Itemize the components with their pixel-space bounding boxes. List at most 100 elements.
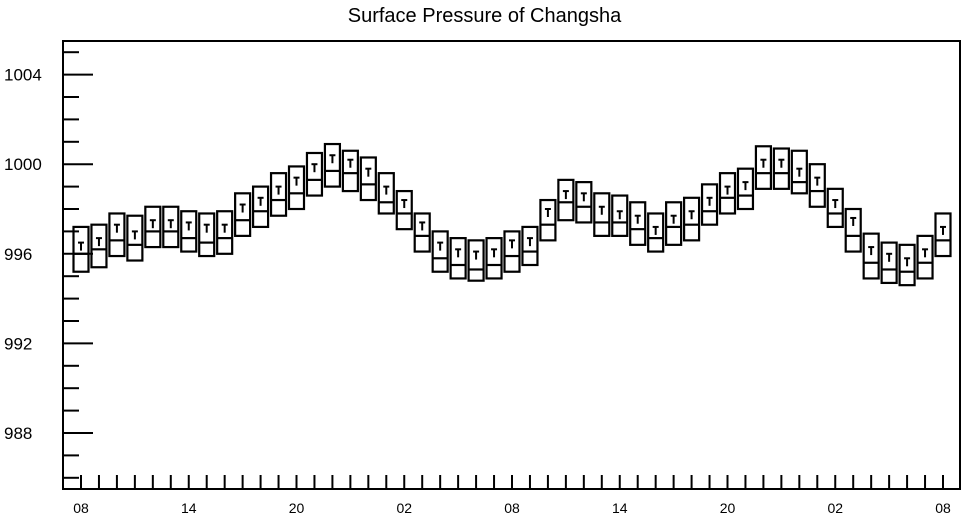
x-tick-label: 14	[612, 500, 628, 516]
box-rect	[521, 225, 539, 267]
box-rect	[503, 230, 521, 273]
box-37	[736, 167, 755, 211]
x-tick-label: 14	[181, 500, 197, 516]
box-rect	[485, 237, 503, 280]
box-6	[180, 210, 198, 253]
box-42	[826, 187, 844, 229]
box-rect	[269, 172, 288, 217]
box-24	[503, 230, 521, 273]
x-tick-label: 20	[289, 500, 305, 516]
box-rect	[557, 178, 575, 222]
box-rect	[736, 167, 755, 211]
box-28	[575, 181, 593, 224]
y-tick-label: 1004	[4, 66, 42, 85]
box-rect	[790, 149, 808, 195]
box-41	[808, 163, 826, 208]
y-tick-label: 1000	[4, 155, 42, 174]
box-rect	[539, 198, 557, 242]
box-25	[521, 225, 539, 267]
box-1	[90, 223, 108, 269]
box-46	[898, 243, 916, 287]
box-rect	[934, 212, 952, 258]
box-rect	[611, 194, 629, 237]
box-14	[323, 142, 342, 188]
box-rect	[718, 172, 737, 215]
box-rect	[144, 205, 162, 249]
box-31	[629, 201, 647, 246]
box-19	[413, 212, 431, 253]
box-rect	[180, 210, 198, 253]
box-22	[467, 239, 485, 282]
box-38	[754, 145, 773, 190]
box-23	[485, 237, 503, 280]
box-rect	[772, 147, 790, 190]
box-4	[144, 205, 162, 249]
box-rect	[216, 210, 234, 255]
x-tick-label: 08	[935, 500, 951, 516]
x-axis: 08 14 20 02 08 14 20 02 08	[73, 475, 951, 516]
box-7	[198, 212, 216, 258]
box-12	[287, 165, 306, 211]
box-rect	[593, 192, 611, 237]
x-tick-label: 02	[827, 500, 843, 516]
box-40	[790, 149, 808, 195]
box-39	[772, 147, 790, 190]
plot-frame	[62, 40, 961, 490]
box-rect	[234, 192, 252, 237]
box-8	[216, 210, 234, 255]
box-35	[700, 183, 719, 226]
box-rect	[682, 196, 701, 242]
box-series	[72, 142, 952, 287]
chart-title: Surface Pressure of Changsha	[347, 5, 622, 27]
box-32	[647, 212, 665, 253]
box-rect	[323, 142, 342, 188]
y-tick-label: 996	[4, 245, 32, 264]
box-rect	[431, 230, 449, 273]
box-rect	[629, 201, 647, 246]
box-27	[557, 178, 575, 222]
box-26	[539, 198, 557, 242]
box-9	[234, 192, 252, 237]
box-16	[359, 156, 377, 202]
box-rect	[700, 183, 719, 226]
box-rect	[305, 151, 324, 197]
box-30	[611, 194, 629, 237]
box-45	[880, 241, 898, 285]
box-rect	[844, 207, 862, 253]
box-rect	[647, 212, 665, 253]
box-rect	[449, 237, 467, 280]
box-rect	[754, 145, 773, 190]
box-34	[682, 196, 701, 242]
y-tick-label: 992	[4, 334, 32, 353]
box-44	[862, 232, 880, 280]
y-axis: 988 992 996 1000 1004	[4, 51, 93, 479]
box-43	[844, 207, 862, 253]
x-tick-label: 08	[504, 500, 520, 516]
box-rect	[287, 165, 306, 211]
box-20	[431, 230, 449, 273]
box-rect	[377, 172, 395, 215]
x-tick-label: 08	[73, 500, 89, 516]
box-rect	[108, 212, 126, 258]
box-rect	[880, 241, 898, 285]
box-11	[269, 172, 288, 217]
box-rect	[826, 187, 844, 229]
box-47	[916, 234, 934, 280]
box-15	[341, 149, 359, 193]
box-rect	[916, 234, 934, 280]
box-rect	[126, 214, 144, 262]
box-rect	[665, 201, 683, 246]
box-0	[72, 225, 90, 273]
box-rect	[359, 156, 377, 202]
box-2	[108, 212, 126, 258]
box-rect	[413, 212, 431, 253]
box-3	[126, 214, 144, 262]
box-17	[377, 172, 395, 215]
box-21	[449, 237, 467, 280]
box-rect	[862, 232, 880, 280]
y-tick-label: 988	[4, 424, 32, 443]
x-tick-label: 20	[720, 500, 736, 516]
x-tick-label: 02	[396, 500, 412, 516]
box-48	[934, 212, 952, 258]
box-29	[593, 192, 611, 237]
